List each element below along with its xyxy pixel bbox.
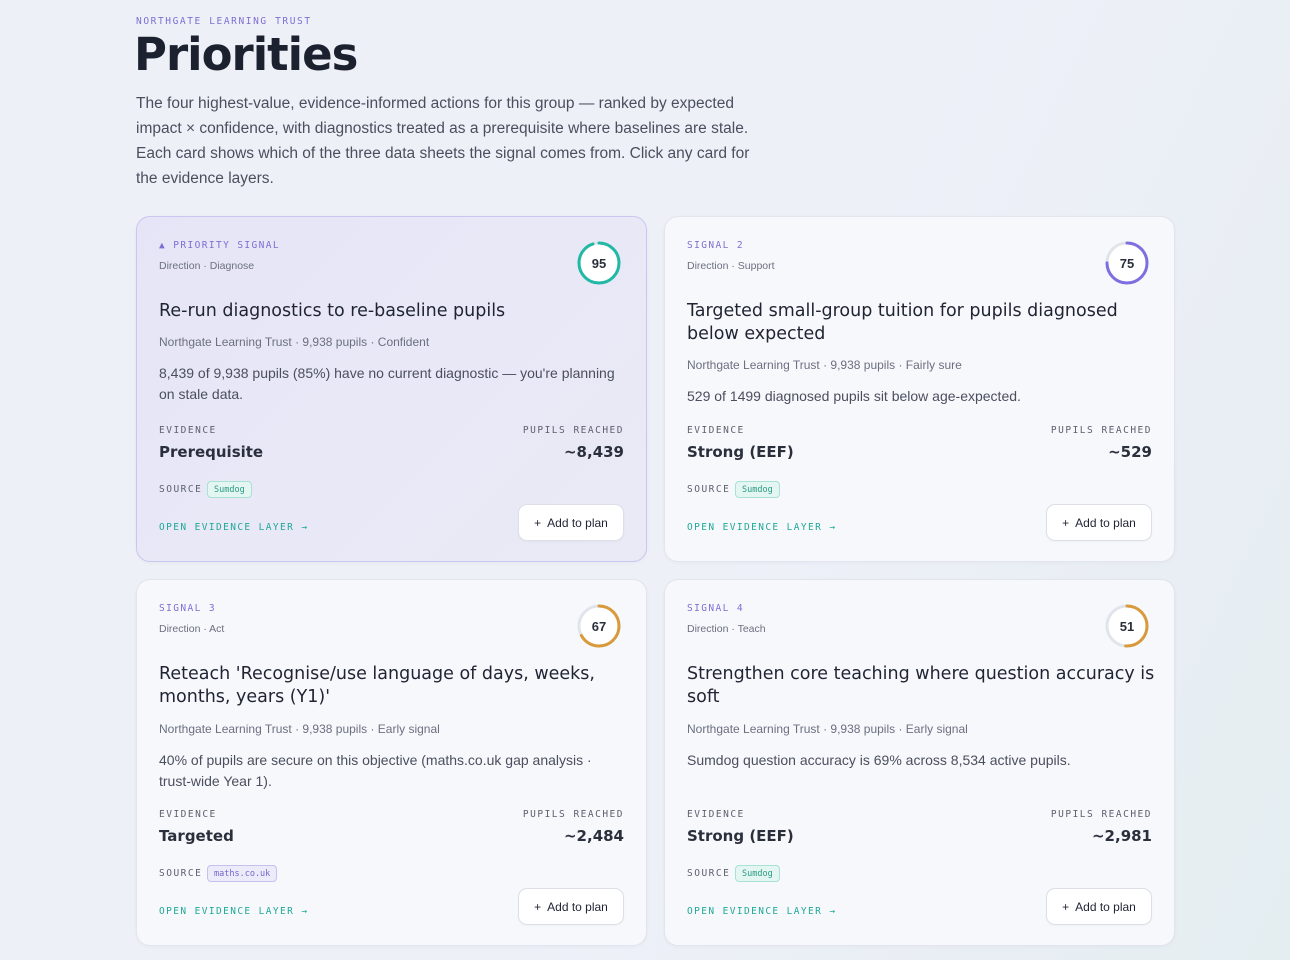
evidence-value: Strong (EEF): [687, 443, 794, 461]
card-description: Sumdog question accuracy is 69% across 8…: [687, 752, 1071, 768]
card-meta: Northgate Learning Trust · 9,938 pupils …: [687, 722, 968, 736]
open-evidence-link[interactable]: OPEN EVIDENCE LAYER →: [159, 906, 309, 917]
card-description: 40% of pupils are secure on this objecti…: [159, 752, 592, 789]
priority-card-2[interactable]: SIGNAL 2 Direction · Support 75 Targeted…: [664, 216, 1175, 562]
page-intro: The four highest-value, evidence-informe…: [136, 95, 750, 187]
pupils-reached-label: PUPILS REACHED: [1050, 809, 1152, 820]
plus-icon: +: [534, 515, 542, 530]
source-chip: Sumdog: [207, 481, 252, 498]
direction-label: Direction · Support: [687, 260, 775, 272]
score-ring-icon: [1105, 604, 1149, 648]
score-value: 95: [591, 255, 607, 271]
evidence-label: EVIDENCE: [159, 425, 217, 436]
add-to-plan-button[interactable]: + Add to plan: [518, 888, 624, 925]
priority-card-4[interactable]: SIGNAL 4 Direction · Teach 51 Strengthen…: [664, 579, 1175, 946]
pupils-reached-value: ~529: [1108, 443, 1152, 461]
open-evidence-link[interactable]: OPEN EVIDENCE LAYER →: [687, 906, 837, 917]
card-title: Reteach 'Recognise/use language of days,…: [159, 664, 595, 707]
score-value: 75: [1119, 255, 1135, 271]
evidence-label: EVIDENCE: [687, 425, 745, 436]
evidence-label: EVIDENCE: [159, 809, 217, 820]
pupils-reached-value: ~8,439: [563, 443, 624, 461]
pupils-reached-label: PUPILS REACHED: [522, 809, 624, 820]
card-meta: Northgate Learning Trust · 9,938 pupils …: [687, 358, 962, 372]
add-to-plan-button[interactable]: + Add to plan: [1046, 504, 1152, 541]
plus-icon: +: [534, 899, 542, 914]
card-meta: Northgate Learning Trust · 9,938 pupils …: [159, 335, 430, 349]
card-title: Strengthen core teaching where question …: [687, 664, 1155, 707]
plus-icon: +: [1062, 899, 1070, 914]
score-ring-icon: [577, 604, 621, 648]
signal-label: SIGNAL 2: [687, 240, 744, 251]
direction-label: Direction · Diagnose: [159, 260, 255, 272]
source-label: SOURCE: [687, 868, 731, 879]
pupils-reached-value: ~2,484: [563, 827, 624, 845]
pupils-reached-value: ~2,981: [1091, 827, 1152, 845]
score-value: 67: [591, 618, 607, 634]
evidence-value: Prerequisite: [159, 443, 264, 461]
source-chip: Sumdog: [735, 481, 780, 498]
add-to-plan-label: Add to plan: [547, 899, 608, 914]
add-to-plan-label: Add to plan: [1075, 899, 1136, 914]
signal-label: ▲ PRIORITY SIGNAL: [159, 240, 281, 251]
add-to-plan-label: Add to plan: [547, 515, 608, 530]
signal-label: SIGNAL 3: [159, 603, 216, 614]
add-to-plan-button[interactable]: + Add to plan: [1046, 888, 1152, 925]
add-to-plan-label: Add to plan: [1075, 515, 1136, 530]
score-value: 51: [1119, 618, 1135, 634]
plus-icon: +: [1062, 515, 1070, 530]
card-meta: Northgate Learning Trust · 9,938 pupils …: [159, 722, 440, 736]
source-chip: maths.co.uk: [207, 865, 278, 882]
pupils-reached-label: PUPILS REACHED: [1050, 425, 1152, 436]
signal-label: SIGNAL 4: [687, 603, 744, 614]
add-to-plan-button[interactable]: + Add to plan: [518, 504, 624, 541]
direction-label: Direction · Teach: [687, 623, 766, 635]
evidence-label: EVIDENCE: [687, 809, 745, 820]
score-ring-icon: [577, 241, 621, 285]
pupils-reached-label: PUPILS REACHED: [522, 425, 624, 436]
card-description: 529 of 1499 diagnosed pupils sit below a…: [687, 388, 1021, 404]
open-evidence-link[interactable]: OPEN EVIDENCE LAYER →: [687, 522, 837, 533]
open-evidence-link[interactable]: OPEN EVIDENCE LAYER →: [159, 522, 309, 533]
source-label: SOURCE: [159, 484, 203, 495]
card-title: Targeted small-group tuition for pupils …: [687, 301, 1118, 344]
direction-label: Direction · Act: [159, 623, 225, 635]
card-description: 8,439 of 9,938 pupils (85%) have no curr…: [159, 365, 615, 402]
evidence-value: Targeted: [159, 827, 234, 845]
evidence-value: Strong (EEF): [687, 827, 794, 845]
source-label: SOURCE: [159, 868, 203, 879]
source-chip: Sumdog: [735, 865, 780, 882]
priority-card-3[interactable]: SIGNAL 3 Direction · Act 67 Reteach 'Rec…: [136, 579, 647, 946]
source-label: SOURCE: [687, 484, 731, 495]
org-eyebrow: NORTHGATE LEARNING TRUST: [136, 16, 312, 27]
priority-card-1[interactable]: ▲ PRIORITY SIGNAL Direction · Diagnose 9…: [136, 216, 647, 562]
page-title: Priorities: [134, 28, 358, 81]
card-title: Re-run diagnostics to re-baseline pupils: [159, 301, 506, 321]
score-ring-icon: [1105, 241, 1149, 285]
